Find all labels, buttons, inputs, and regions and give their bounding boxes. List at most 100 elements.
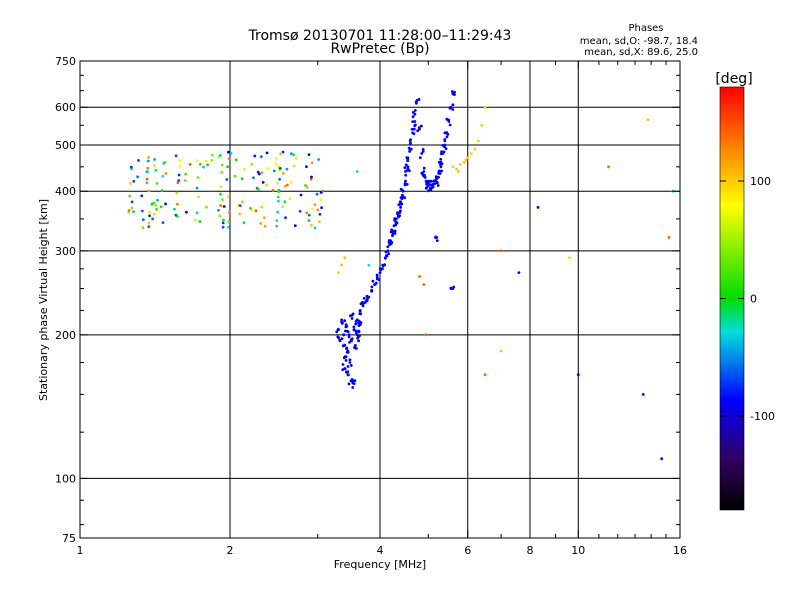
data-point <box>146 166 150 170</box>
colorbar-tick-label: 100 <box>750 175 771 188</box>
data-point <box>233 174 237 178</box>
data-point <box>341 363 345 366</box>
data-point <box>278 167 282 170</box>
data-point <box>293 164 296 168</box>
data-point <box>351 312 355 316</box>
data-point <box>417 126 421 129</box>
data-point <box>357 321 360 325</box>
data-point <box>404 173 408 177</box>
colorbar-tick-label: 0 <box>750 293 757 306</box>
data-point <box>276 181 279 185</box>
data-point <box>362 296 366 300</box>
data-point <box>410 127 414 131</box>
data-point <box>222 218 225 222</box>
data-point <box>421 148 425 151</box>
x-axis-label: Frequency [MHz] <box>334 558 426 571</box>
data-point <box>222 205 226 208</box>
data-point <box>197 195 200 199</box>
data-point <box>281 150 285 154</box>
data-point <box>354 331 358 334</box>
data-point <box>283 200 287 204</box>
data-point <box>226 165 230 169</box>
data-point <box>164 172 168 175</box>
colorbar-ticks: 100 0 -100 <box>720 175 775 423</box>
data-point <box>227 220 231 224</box>
data-point <box>444 147 448 151</box>
data-point <box>318 220 321 224</box>
data-point <box>160 189 164 192</box>
data-point <box>389 230 393 234</box>
data-point <box>473 147 477 151</box>
data-point <box>337 336 341 340</box>
data-point <box>363 301 367 304</box>
data-point <box>397 215 400 219</box>
data-point <box>234 158 238 162</box>
data-point <box>365 294 369 298</box>
data-point <box>265 151 269 155</box>
data-point <box>405 183 409 186</box>
data-point <box>405 156 409 160</box>
data-point <box>275 219 279 223</box>
data-point <box>221 171 225 175</box>
data-point <box>413 120 417 123</box>
data-point <box>250 162 254 166</box>
data-point <box>420 152 424 155</box>
data-point <box>351 386 355 389</box>
data-point <box>146 159 150 163</box>
data-point <box>340 263 343 267</box>
data-point <box>148 210 152 214</box>
y-tick-label: 400 <box>55 185 76 198</box>
data-point <box>218 153 222 157</box>
data-point <box>413 112 417 116</box>
data-point <box>198 162 202 166</box>
data-point <box>272 169 276 173</box>
data-point <box>384 256 387 260</box>
x-tick-label: 4 <box>377 544 384 557</box>
data-point <box>390 228 394 232</box>
data-point <box>352 382 356 385</box>
data-point <box>145 177 149 181</box>
data-point <box>355 333 359 337</box>
data-point <box>434 236 438 240</box>
data-point <box>298 209 302 213</box>
data-point <box>424 333 428 337</box>
data-point <box>443 139 447 143</box>
data-point <box>404 163 408 167</box>
data-point <box>195 186 199 190</box>
data-point <box>499 349 503 353</box>
data-point <box>399 196 403 200</box>
data-point <box>404 179 407 183</box>
data-point <box>437 169 441 173</box>
data-point <box>153 158 157 161</box>
data-point <box>483 105 487 109</box>
data-point <box>414 123 417 127</box>
data-point <box>130 206 134 210</box>
data-point <box>184 172 188 176</box>
data-point <box>289 180 293 184</box>
data-point <box>435 239 439 243</box>
data-point <box>405 169 409 172</box>
data-point <box>385 254 389 258</box>
data-point <box>154 203 158 207</box>
data-point <box>127 209 131 212</box>
phases-stat-o: mean, sd,O: -98.7, 18.4 <box>580 36 698 47</box>
data-point <box>221 225 225 229</box>
data-point <box>148 214 151 218</box>
x-tick-label: 2 <box>227 544 234 557</box>
data-point <box>260 171 264 175</box>
data-point <box>262 216 266 220</box>
data-point <box>469 152 473 155</box>
data-point <box>355 347 358 350</box>
data-point <box>145 181 149 185</box>
data-point <box>129 181 133 185</box>
data-point <box>420 124 423 128</box>
data-point <box>646 118 650 122</box>
data-point <box>483 373 487 377</box>
data-point <box>227 157 231 161</box>
data-point <box>354 322 358 326</box>
plot-frame <box>79 60 681 539</box>
data-point <box>275 224 278 228</box>
data-point <box>141 226 145 230</box>
data-point <box>284 216 287 220</box>
